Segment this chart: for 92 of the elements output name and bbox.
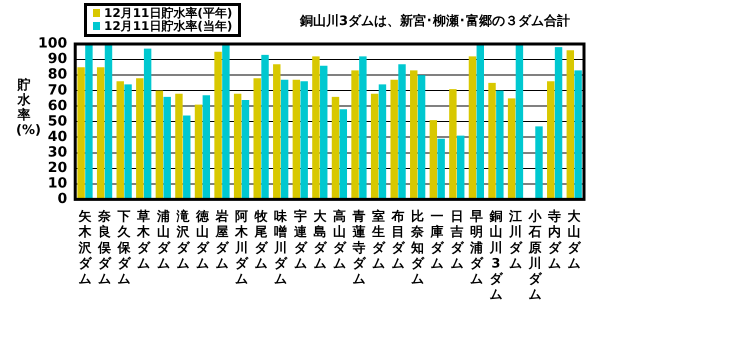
bar	[418, 75, 426, 199]
y-tick-label: 70	[48, 82, 68, 98]
bar	[242, 100, 250, 199]
x-tick-label: 阿木川ダム	[234, 210, 250, 287]
bar	[496, 90, 504, 199]
x-tick-label: 浦山ダム	[156, 210, 171, 272]
y-tick-label: 60	[48, 98, 68, 114]
x-tick-label: 奈良俣ダム	[97, 210, 112, 287]
x-tick-label: 銅山川3ダム	[488, 210, 504, 303]
bar	[410, 70, 418, 199]
bar	[516, 46, 524, 199]
x-tick-label: 比奈知ダム	[410, 210, 426, 287]
x-tick-label: 日吉ダム	[449, 210, 464, 272]
x-tick-label: 矢木沢ダム	[78, 210, 93, 287]
bar	[136, 78, 144, 199]
bar	[566, 50, 574, 199]
bar	[104, 46, 112, 199]
bar	[253, 78, 261, 199]
bar	[222, 44, 230, 199]
x-tick-label: 青蓮寺ダム	[351, 210, 366, 287]
bar	[332, 96, 340, 199]
bar	[194, 104, 202, 199]
x-tick-label: 味噌川ダム	[273, 210, 288, 287]
bar	[261, 54, 269, 199]
bar	[430, 120, 438, 199]
bar	[156, 90, 164, 199]
x-tick-label: 江川ダム	[508, 210, 524, 272]
x-tick-label: 室生ダム	[371, 208, 386, 272]
x-tick-label: 牧尾ダム	[254, 210, 269, 272]
bar	[234, 94, 242, 199]
bar	[175, 94, 183, 199]
bar	[292, 80, 300, 199]
bar	[554, 47, 562, 199]
y-tick-label: 10	[48, 176, 68, 192]
bar	[273, 64, 280, 199]
x-tick-label: 早明浦ダム	[468, 210, 484, 287]
bar	[351, 70, 359, 199]
x-tick-label: 大山ダム	[568, 210, 582, 272]
y-tick-label: 40	[48, 128, 68, 145]
bar	[370, 94, 378, 199]
bar	[163, 96, 171, 199]
bar	[574, 70, 582, 199]
bar	[437, 138, 445, 199]
y-tick-label: 90	[48, 51, 68, 68]
y-tick-label: 20	[48, 160, 68, 176]
y-tick-label: 80	[48, 66, 68, 83]
bar	[398, 64, 406, 199]
bar	[96, 67, 104, 199]
bar	[116, 81, 124, 199]
bar	[547, 81, 554, 199]
bar	[359, 56, 367, 199]
x-tick-label: 岩屋ダム	[214, 210, 230, 272]
text: 銅山川3ダムは、新宮･柳瀬･富郷の３ダム合計	[300, 12, 570, 30]
bar	[320, 66, 328, 199]
x-tick-label: 徳山ダム	[194, 210, 210, 272]
bar	[124, 84, 132, 199]
bar	[468, 56, 476, 199]
bar	[476, 44, 484, 199]
x-tick-label: 下久保ダム	[116, 210, 132, 287]
bar	[85, 44, 93, 199]
bar	[449, 89, 457, 199]
bar	[144, 48, 152, 199]
x-tick-label: 寺内ダム	[547, 208, 562, 272]
legend-label: 12月11日貯水率(平年)	[103, 6, 232, 20]
bar	[280, 80, 288, 199]
bar	[312, 56, 320, 199]
bar	[183, 115, 190, 199]
bar	[390, 80, 398, 199]
x-tick-label: 滝沢ダム	[175, 208, 190, 272]
bar	[202, 95, 210, 199]
y-tick-label: 30	[48, 144, 68, 160]
bar	[457, 136, 464, 199]
bar	[77, 67, 85, 199]
y-tick-label: 100	[38, 36, 68, 52]
x-tick-label: 一庫ダム	[430, 210, 445, 272]
bar	[300, 81, 308, 199]
bar	[378, 84, 386, 199]
bar	[508, 98, 516, 199]
y-tick-label: 50	[48, 113, 68, 130]
x-tick-label: 布目ダム	[390, 210, 406, 272]
y-tick-label: 0	[57, 191, 68, 208]
y-axis-title: 貯水率(%)	[16, 78, 41, 138]
x-tick-label: 草木ダム	[136, 210, 152, 272]
bar	[214, 52, 222, 199]
x-tick-label: 高山ダム	[332, 208, 347, 272]
bar	[488, 82, 496, 199]
x-tick-label: 小石原川ダム	[528, 210, 543, 303]
x-tick-label: 宇連ダム	[292, 208, 308, 272]
bar	[535, 126, 543, 199]
legend-label: 12月11日貯水率(当年)	[103, 19, 232, 33]
x-tick-label: 大島ダム	[313, 210, 328, 272]
bar	[340, 109, 348, 199]
